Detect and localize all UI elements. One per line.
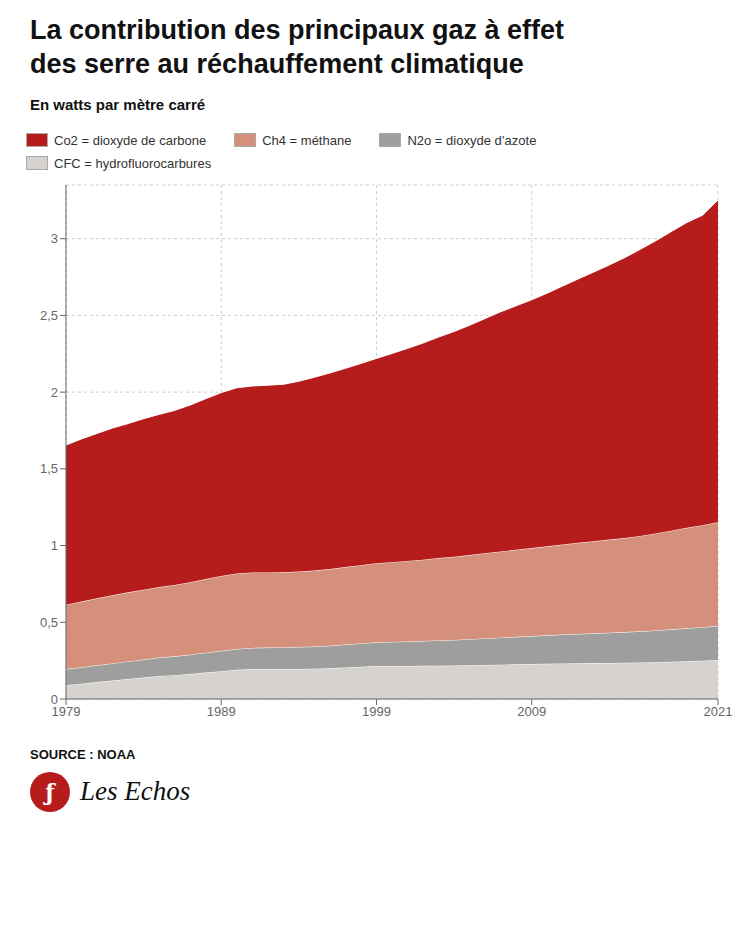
svg-text:0,5: 0,5: [40, 614, 58, 629]
svg-text:2021: 2021: [704, 704, 733, 719]
svg-text:3: 3: [51, 231, 58, 246]
svg-text:1999: 1999: [362, 704, 391, 719]
html-text:SOURCE : NOAA: SOURCE : NOAA: [30, 746, 136, 762]
html-text:Les Echos: Les Echos: [80, 776, 191, 806]
html-text:Ch4 = méthane: Ch4 = méthane: [262, 132, 352, 148]
html-text:En watts par mètre carré: En watts par mètre carré: [30, 95, 206, 113]
svg-text:0: 0: [51, 691, 58, 706]
html-text:N2o = dioxyde d’azote: N2o = dioxyde d’azote: [407, 132, 537, 148]
html-text:CFC = hydrofluorocarbures: CFC = hydrofluorocarbures: [54, 155, 212, 171]
svg-text:1,5: 1,5: [40, 461, 58, 476]
html-text:La contribution des principaux: La contribution des principaux gaz à eff…: [30, 15, 565, 79]
html-text:ƒ: ƒ: [45, 778, 55, 805]
svg-text:2009: 2009: [517, 704, 546, 719]
svg-text:1989: 1989: [207, 704, 236, 719]
svg-text:1: 1: [51, 538, 58, 553]
svg-text:2,5: 2,5: [40, 308, 58, 323]
svg-text:2: 2: [51, 384, 58, 399]
html-text:Co2 = dioxyde de carbone: Co2 = dioxyde de carbone: [54, 132, 207, 148]
svg-text:1979: 1979: [51, 703, 81, 719]
